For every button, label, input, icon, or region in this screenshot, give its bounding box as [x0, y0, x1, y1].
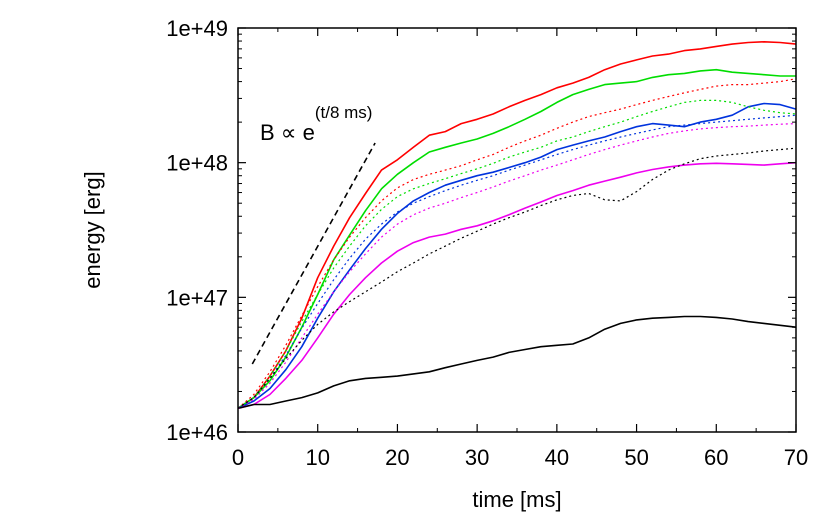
- series-line-7-dotted: [237, 99, 797, 409]
- x-axis-title: time [ms]: [472, 487, 561, 512]
- y-axis-title: energy [erg]: [80, 171, 105, 288]
- annotation-layer: B ∝ e(t/8 ms): [251, 103, 376, 365]
- series-line-5-solid: [237, 315, 797, 410]
- x-tick-label: 30: [465, 445, 489, 470]
- growth-rate-reference-line: [251, 142, 376, 365]
- series-layer: [237, 41, 797, 410]
- y-tick-label: 1e+49: [166, 16, 228, 41]
- series-line-2-solid: [237, 68, 796, 409]
- x-tick-label: 10: [305, 445, 329, 470]
- x-tick-label: 40: [545, 445, 569, 470]
- x-tick-label: 50: [624, 445, 648, 470]
- y-tick-label: 1e+47: [166, 285, 228, 310]
- y-tick-label: 1e+48: [166, 151, 228, 176]
- x-tick-label: 20: [385, 445, 409, 470]
- tick-labels: 0 10 20 30 40 50 60 70 1e+46 1e+47 1e+48 1e+49: [166, 16, 808, 470]
- y-tick-label: 1e+46: [166, 420, 228, 445]
- plot-frame: [237, 27, 797, 433]
- series-line-1-solid: [237, 41, 797, 409]
- series-line-10-dotted: [237, 147, 797, 409]
- x-tick-label: 0: [232, 445, 244, 470]
- growth-rate-annotation: B ∝ e(t/8 ms): [260, 103, 372, 145]
- x-tick-label: 60: [704, 445, 728, 470]
- series-line-8-dotted: [237, 114, 797, 409]
- series-line-9-dotted: [237, 123, 797, 409]
- series-line-3-solid: [237, 102, 797, 410]
- growth-rate-annotation-base: B ∝ e: [260, 120, 315, 145]
- x-tick-label: 70: [784, 445, 808, 470]
- growth-rate-annotation-exponent: (t/8 ms): [315, 103, 373, 122]
- series-line-4-solid: [237, 161, 797, 410]
- axis-ticks: [237, 27, 797, 433]
- series-line-6-dotted: [237, 78, 797, 409]
